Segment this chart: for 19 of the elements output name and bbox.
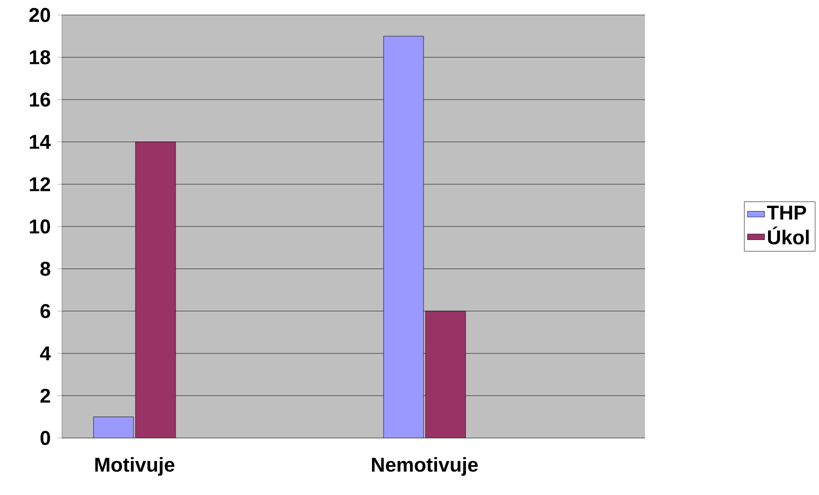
y-tick-label: 4 [40,346,51,360]
legend-label: Úkol [768,226,809,244]
y-tick-label: 6 [40,304,50,318]
y-tick-label: 20 [29,8,50,22]
y-tick-label: 8 [40,262,50,276]
x-tick-label: Nemotivuje [372,457,478,476]
y-tick-label: 14 [30,135,51,149]
bar [383,36,424,438]
y-tick-label: 16 [30,92,50,107]
y-tick-label: 2 [40,388,50,403]
bar [425,310,466,438]
bar [93,416,134,438]
bar [135,142,176,438]
x-tick-label: Motivuje [95,457,174,476]
y-tick-label: 12 [30,177,50,192]
y-tick-label: 10 [30,219,50,234]
y-tick-label: 0 [40,430,50,446]
y-tick-label: 18 [30,50,50,64]
legend-label: THP [767,206,806,220]
